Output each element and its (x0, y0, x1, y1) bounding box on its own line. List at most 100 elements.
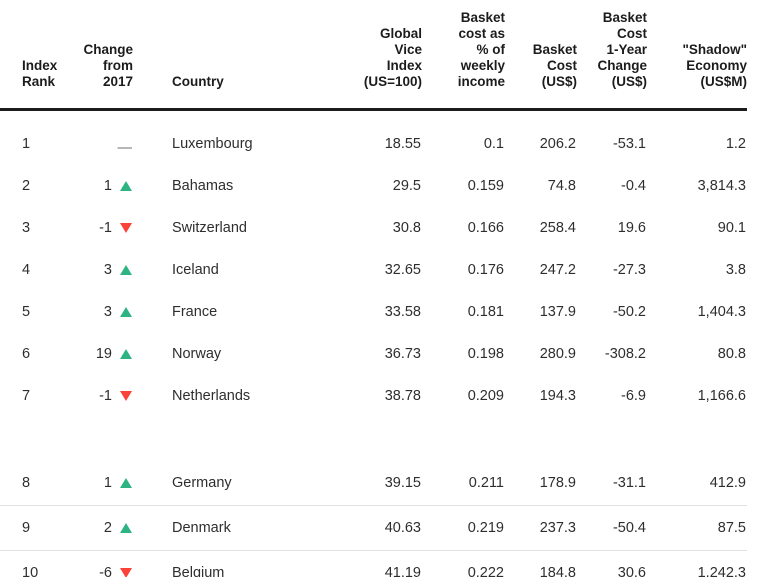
basket-change-cell: -53.1 (612, 136, 646, 152)
shadow-economy-cell: 80.8 (717, 346, 746, 362)
basket-cost-cell: 137.9 (539, 304, 576, 320)
shadow-economy-cell: 1.2 (725, 136, 746, 152)
basket-cost-cell: 258.4 (539, 220, 576, 236)
shadow-economy-cell: 3,814.3 (697, 178, 746, 194)
basket-cost-cell: 74.8 (547, 178, 576, 194)
up-triangle-icon (120, 307, 132, 317)
down-triangle-icon (120, 391, 132, 401)
up-triangle-icon (120, 478, 132, 488)
vice-index-cell: 40.63 (283, 505, 422, 551)
section-gap-cell (0, 417, 747, 461)
rank-cell: 7 (22, 388, 31, 404)
change-value-group: -1 (99, 220, 132, 236)
change-value-group: 19 (96, 346, 132, 362)
column-header-basket_cost: Basket Cost (US$) (505, 0, 577, 111)
basket-cost-cell: 206.2 (539, 136, 576, 152)
basket-change-cell: 30.6 (577, 550, 647, 577)
change-value-group: -1 (99, 388, 132, 404)
change-cell: 1 (52, 461, 133, 506)
vice-index-cell: 39.15 (283, 461, 422, 506)
basket-cost-cell: 184.8 (505, 550, 577, 577)
shadow-economy-cell: 87.5 (647, 505, 747, 551)
table-row-denmark: 9 2 Denmark 40.63 0.219 237.3 -50.4 87.5 (0, 505, 747, 551)
basket-pct-cell: 0.209 (467, 388, 504, 404)
rank-cell: 9 (0, 505, 52, 551)
change-cell: 2 (52, 505, 133, 551)
table-row-luxembourg: 1 — Luxembourg 18.55 0.1 206.2 -53.1 1.2 (0, 123, 747, 165)
change-value: 2 (103, 520, 112, 536)
shadow-economy-cell: 412.9 (647, 461, 747, 506)
change-value: 1 (103, 475, 112, 491)
up-triangle-icon (120, 523, 132, 533)
change-value: -6 (99, 565, 112, 577)
basket-change-cell: 19.6 (617, 220, 646, 236)
shadow-economy-cell: 1,166.6 (697, 388, 746, 404)
rank-cell: 6 (22, 346, 31, 362)
rank-cell: 8 (0, 461, 52, 506)
up-triangle-icon (115, 478, 132, 488)
column-header-change: Change from 2017 (52, 0, 133, 111)
change-value: 19 (95, 346, 112, 362)
up-triangle-icon (120, 349, 132, 359)
change-cell: -6 (52, 550, 133, 577)
country-cell: Germany (133, 461, 283, 506)
shadow-economy-cell: 1,242.3 (647, 550, 747, 577)
up-triangle-icon (115, 349, 132, 359)
change-value-group: 3 (104, 262, 132, 278)
basket-cost-cell: 247.2 (539, 262, 576, 278)
shadow-economy-cell: 3.8 (725, 262, 746, 278)
change-value-group: 3 (104, 304, 132, 320)
vice-index-cell: 33.58 (384, 304, 421, 320)
rank-cell: 10 (0, 550, 52, 577)
up-triangle-icon (115, 307, 132, 317)
down-triangle-icon (120, 223, 132, 233)
basket-cost-cell: 194.3 (539, 388, 576, 404)
down-triangle-icon (115, 223, 132, 233)
up-triangle-icon (115, 265, 132, 275)
shadow-economy-cell: 1,404.3 (697, 304, 746, 320)
change-cell: — (52, 123, 133, 165)
change-value-group: 2 (104, 520, 132, 536)
table-row-france: 5 3 France 33.58 0.181 137.9 -50.2 1,404.3 (0, 291, 747, 333)
country-cell: France (172, 304, 218, 320)
column-header-shadow: "Shadow" Economy (US$M) (647, 0, 747, 111)
change-cell: 1 (52, 165, 133, 207)
rank-cell: 5 (22, 304, 31, 320)
change-cell: -1 (52, 375, 133, 417)
column-header-vice_index: Global Vice Index (US=100) (283, 0, 422, 111)
basket-pct-cell: 0.166 (467, 220, 504, 236)
basket-change-cell: -0.4 (621, 178, 646, 194)
table-header: Index Rank Change from 2017 Country Global … (0, 0, 747, 111)
basket-pct-cell: 0.181 (467, 304, 504, 320)
table-row-norway: 6 19 Norway 36.73 0.198 280.9 -308.2 80.8 (0, 333, 747, 375)
vice-index-cell: 29.5 (392, 178, 421, 194)
basket-pct-cell: 0.159 (467, 178, 504, 194)
table-row-germany: 8 1 Germany 39.15 0.211 178.9 -31.1 412.9 (0, 461, 747, 506)
down-triangle-icon (115, 391, 132, 401)
rank-cell: 4 (22, 262, 31, 278)
basket-pct-cell: 0.198 (467, 346, 504, 362)
country-cell: Luxembourg (172, 136, 253, 152)
basket-pct-cell: 0.211 (422, 461, 505, 506)
column-header-basket_pct: Basket cost as % of weekly income (422, 0, 505, 111)
header-spacer-cell (0, 110, 747, 124)
table-body: 1 — Luxembourg 18.55 0.1 206.2 -53.1 1.2 2 1 Baham… (0, 110, 747, 577)
rank-cell: 3 (22, 220, 31, 236)
shadow-economy-cell: 90.1 (717, 220, 746, 236)
country-cell: Belgium (133, 550, 283, 577)
header-spacer (0, 110, 747, 124)
country-cell: Bahamas (172, 178, 234, 194)
up-triangle-icon (115, 523, 132, 533)
change-value: -1 (99, 388, 112, 404)
basket-change-cell: -31.1 (577, 461, 647, 506)
table-row-switzerland: 3 -1 Switzerland 30.8 0.166 258.4 19.6 90.1 (0, 207, 747, 249)
vice-index-cell: 32.65 (384, 262, 421, 278)
basket-cost-cell: 237.3 (505, 505, 577, 551)
no-change-dash: — (115, 139, 133, 156)
table-row-iceland: 4 3 Iceland 32.65 0.176 247.2 -27.3 3.8 (0, 249, 747, 291)
basket-pct-cell: 0.219 (422, 505, 505, 551)
basket-cost-cell: 280.9 (539, 346, 576, 362)
no-change-dash: — (117, 139, 133, 156)
vice-index-cell: 18.55 (384, 136, 421, 152)
up-triangle-icon (120, 181, 132, 191)
